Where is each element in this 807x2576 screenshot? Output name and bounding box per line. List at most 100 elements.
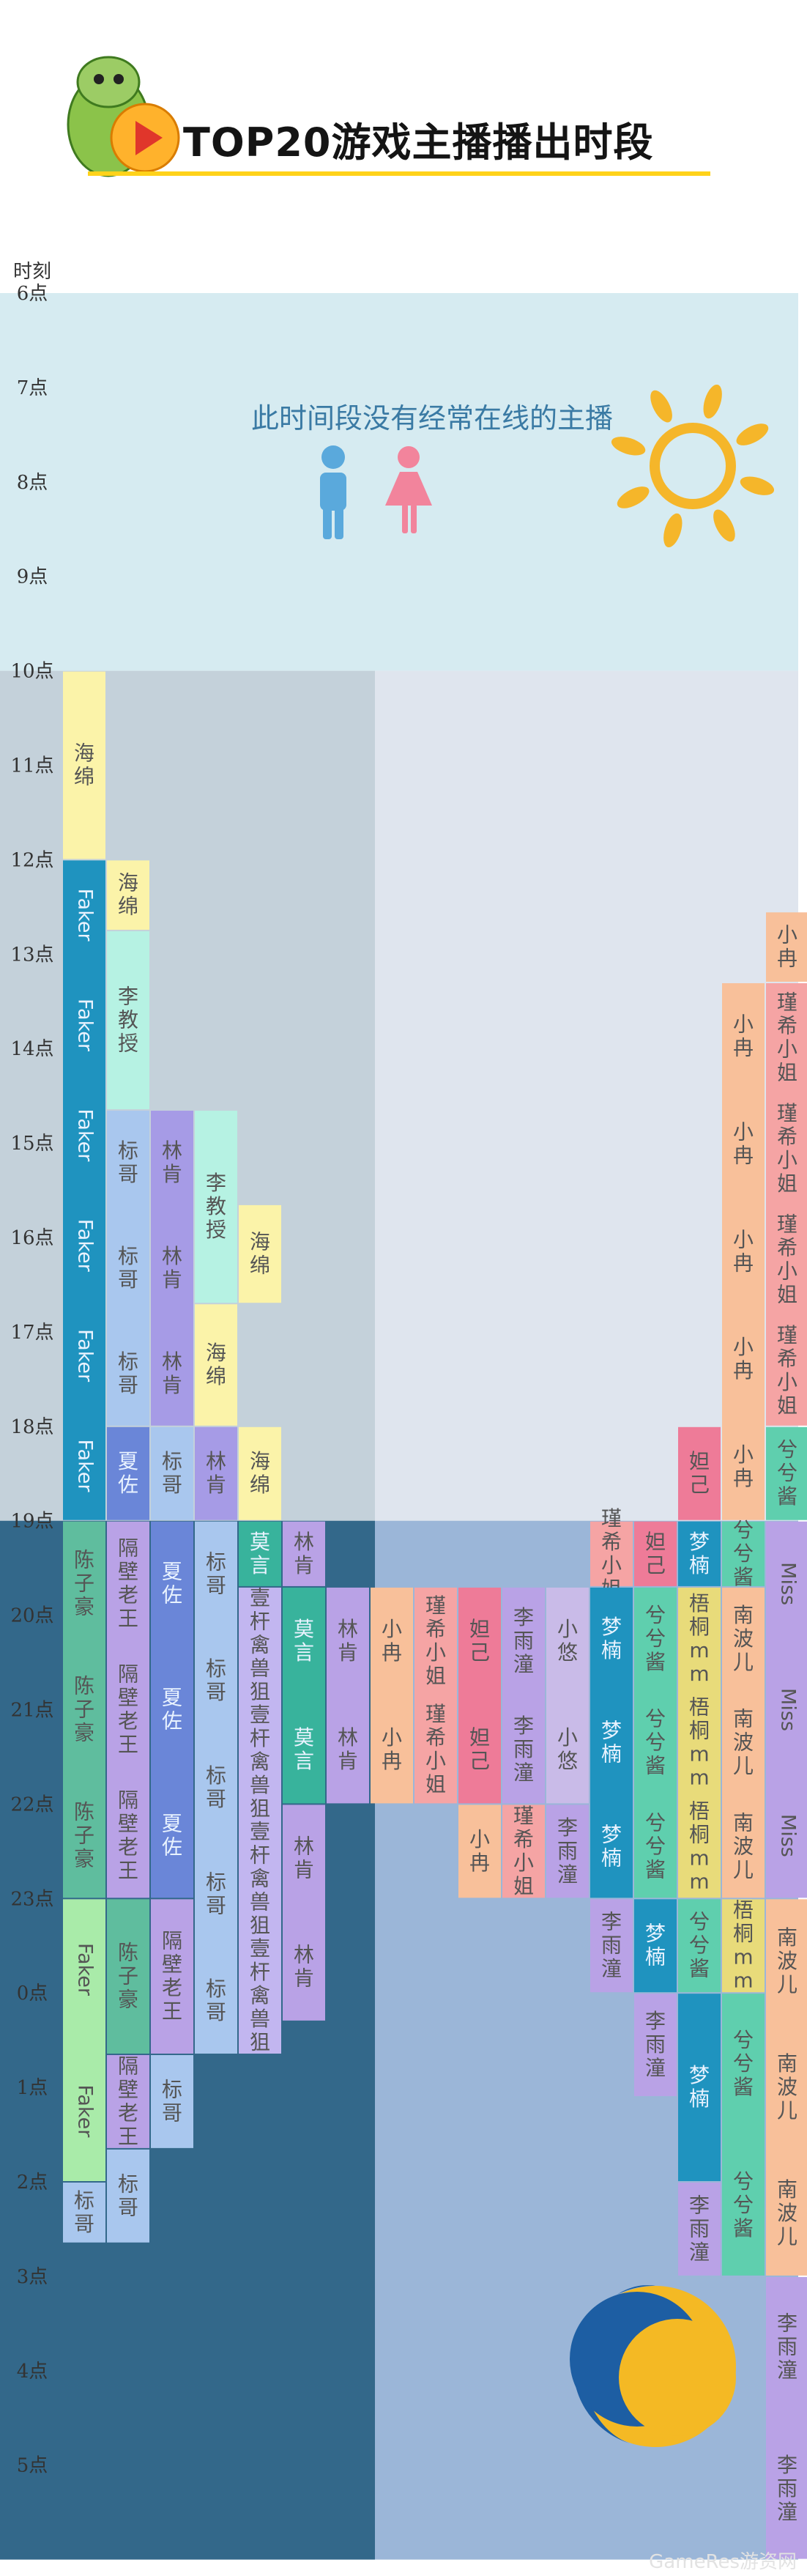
anchor-segment: 莫言: [239, 1521, 281, 1586]
segment-bar: [283, 1587, 325, 1804]
segment-bar: [590, 1587, 633, 1898]
segment-label: 瑾希小姐: [601, 1506, 622, 1601]
legend-male-icon: [320, 445, 346, 539]
anchor-segment: 李教授: [107, 931, 149, 1109]
segment-label: 隔壁老王: [118, 1788, 138, 1882]
segment-label: 标哥: [206, 1977, 226, 2024]
segment-bar: [239, 1521, 281, 1586]
segment-label: 李教授: [206, 1171, 226, 1242]
anchor-segment: 隔壁老王: [151, 1899, 193, 2054]
segment-label: 妲己: [689, 1449, 710, 1497]
segment-label: 小冉: [382, 1725, 402, 1773]
sun-icon: [611, 384, 775, 548]
segment-label: 标哥: [206, 1870, 226, 1917]
segment-label: 林肯: [162, 1244, 182, 1292]
segment-bar: [327, 1587, 369, 1804]
segment-bar: [458, 1805, 501, 1898]
segment-label: 兮兮酱: [733, 2028, 754, 2099]
segment-bar: [766, 1426, 807, 1520]
anchor-segment: 海绵: [239, 1426, 281, 1520]
segment-label: 梦楠: [689, 1530, 710, 1577]
segment-bar: [766, 2276, 807, 2559]
segment-bar: [458, 1587, 501, 1804]
segment-label: 林肯: [206, 1449, 226, 1497]
anchor-segment: 标哥: [107, 2149, 149, 2243]
anchor-segment: 小冉: [458, 1805, 501, 1898]
segment-label: 海绵: [118, 871, 138, 919]
segment-bar: [63, 1521, 105, 1898]
segment-label: 壹杆禽兽狙: [250, 1703, 270, 1821]
segment-label: 瑾希小姐: [777, 1101, 797, 1196]
segment-label: 标哥: [206, 1550, 226, 1597]
segment-bar: [502, 1587, 545, 1804]
segment-label: 梦楠: [601, 1615, 622, 1662]
segment-label: 小冉: [733, 1227, 754, 1275]
title-underline: [88, 171, 710, 176]
anchor-segment: 海绵: [239, 1204, 281, 1303]
segment-label: 壹杆禽兽狙: [250, 1586, 270, 1704]
anchor-segment: 海绵: [195, 1304, 237, 1426]
hour-tick-label: 18点: [10, 1416, 53, 1438]
segment-bar: [590, 1899, 633, 1993]
anchor-segment: 夏佐: [107, 1426, 149, 1520]
hour-tick-label: 16点: [10, 1227, 53, 1249]
segment-bar: [107, 1110, 149, 1426]
hour-tick-label: 9点: [17, 566, 48, 588]
anchor-segment: 李雨潼: [546, 1805, 589, 1898]
segment-bar: [283, 1521, 325, 1586]
segment-label: 兮兮酱: [645, 1603, 666, 1674]
segment-label: 梦楠: [645, 1922, 666, 1969]
segment-label: Miss: [777, 1688, 800, 1731]
segment-label: 李雨潼: [557, 1816, 578, 1887]
anchor-segment: 标哥: [151, 2054, 193, 2148]
anchor-segment: 梧桐 m m 梧桐 m m 梧桐 m m: [678, 1587, 721, 1898]
anchor-segment: 李雨潼: [590, 1899, 633, 1993]
segment-label: 夏佐: [162, 1685, 182, 1733]
segment-label: 南波儿: [733, 1810, 754, 1881]
hour-tick-label: 14点: [10, 1038, 53, 1060]
hour-tick-label: 22点: [10, 1794, 53, 1816]
segment-label: 梧桐 m m: [689, 1799, 710, 1893]
segment-bar: [502, 1805, 545, 1898]
segment-label: 海绵: [250, 1230, 270, 1278]
anchor-segment: Faker Faker: [63, 1899, 105, 2181]
segment-bar: [546, 1805, 589, 1898]
anchor-segment: 标哥: [151, 1426, 193, 1520]
segment-label: 小冉: [733, 1443, 754, 1490]
segment-label: 兮兮酱: [689, 1910, 710, 1981]
segment-label: 陈子豪: [74, 1548, 94, 1619]
segment-bar: [722, 982, 765, 1520]
segment-label: 兮兮酱: [645, 1707, 666, 1778]
segment-label: 兮兮酱: [733, 2169, 754, 2240]
anchor-segment: 小冉: [766, 912, 807, 982]
watermark: GameRes游资网: [649, 2551, 797, 2573]
anchor-segment: 梦楠: [678, 1994, 721, 2181]
segment-label: 兮兮酱: [645, 1810, 666, 1881]
segment-label: 夏佐: [118, 1449, 138, 1497]
hour-tick-label: 21点: [10, 1700, 53, 1722]
segment-bar: [546, 1587, 589, 1804]
segment-label: 陈子豪: [74, 1673, 94, 1744]
segment-bar: [590, 1521, 633, 1586]
segment-bar: [107, 931, 149, 1109]
segment-bar: [678, 1521, 721, 1586]
legend-female-icon: [385, 446, 432, 533]
moon-icon: [570, 2285, 736, 2447]
segment-bar: [107, 1426, 149, 1520]
segment-bar: [414, 1587, 457, 1804]
